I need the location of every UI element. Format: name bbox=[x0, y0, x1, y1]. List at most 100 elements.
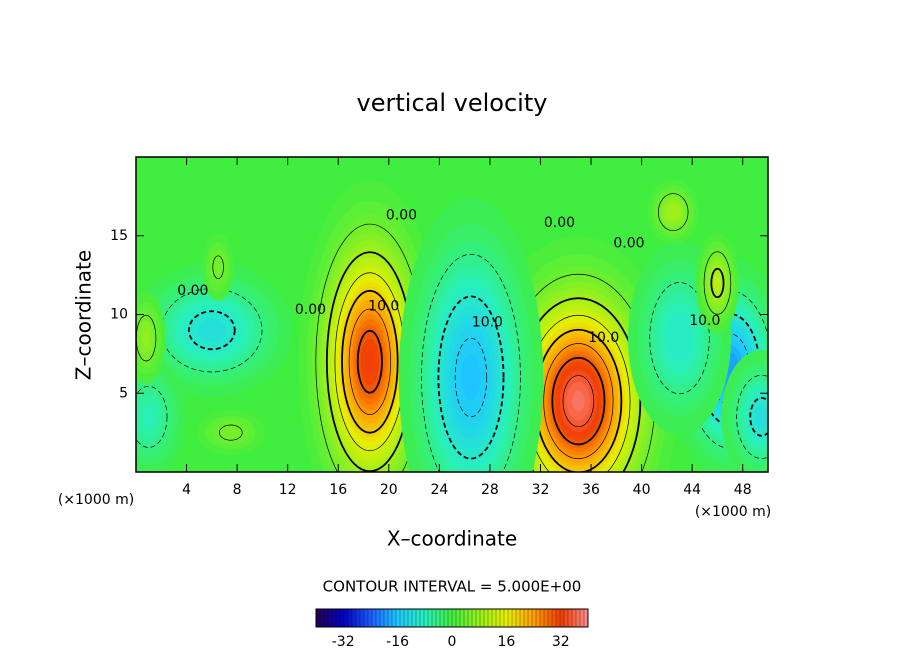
y-unit: (×1000 m) bbox=[58, 492, 134, 508]
colorbar-swatch bbox=[396, 609, 401, 627]
colorbar-swatch bbox=[344, 609, 349, 627]
colorbar-swatch bbox=[532, 609, 537, 627]
colorbar-swatch bbox=[412, 609, 417, 627]
contour-label: 10.0 bbox=[368, 299, 399, 315]
colorbar-swatch bbox=[356, 609, 361, 627]
colorbar-swatch bbox=[472, 609, 477, 627]
colorbar-swatch bbox=[500, 609, 505, 627]
colorbar-swatch bbox=[556, 609, 561, 627]
colorbar-swatch bbox=[580, 609, 585, 627]
contour-level bbox=[141, 405, 156, 429]
contour-label: 10.0 bbox=[689, 313, 720, 329]
contour-level bbox=[754, 405, 768, 429]
y-axis-label: Z–coordinate bbox=[72, 250, 96, 380]
colorbar-tick-label: 32 bbox=[552, 634, 570, 650]
colorbar-swatch bbox=[320, 609, 325, 627]
colorbar-swatch bbox=[324, 609, 329, 627]
colorbar-swatch bbox=[368, 609, 373, 627]
colorbar-tick-label: 16 bbox=[497, 634, 515, 650]
colorbar-tick-label: -16 bbox=[386, 634, 409, 650]
contour-level bbox=[198, 318, 226, 342]
colorbar-swatch bbox=[388, 609, 393, 627]
contour-label: 0.00 bbox=[544, 215, 575, 231]
colorbar-tick-label: 0 bbox=[448, 634, 457, 650]
contour-label: 0.00 bbox=[295, 302, 326, 318]
colorbar-swatch bbox=[416, 609, 421, 627]
x-tick-label: 20 bbox=[380, 482, 398, 498]
colorbar-swatch bbox=[576, 609, 581, 627]
colorbar-swatch bbox=[448, 609, 453, 627]
colorbar-swatch bbox=[428, 609, 433, 627]
contour-level bbox=[142, 329, 150, 347]
colorbar-swatch bbox=[384, 609, 389, 627]
contour-level bbox=[212, 255, 224, 280]
colorbar-swatch bbox=[436, 609, 441, 627]
x-tick-label: 48 bbox=[734, 482, 752, 498]
contour-label: 10.0 bbox=[588, 330, 619, 346]
x-tick-label: 24 bbox=[430, 482, 448, 498]
colorbar-swatch bbox=[348, 609, 353, 627]
colorbar-swatch bbox=[352, 609, 357, 627]
contour-label: 10.0 bbox=[472, 314, 503, 330]
y-tick-label: 15 bbox=[110, 228, 128, 244]
colorbar-swatch bbox=[508, 609, 513, 627]
colorbar-swatch bbox=[440, 609, 445, 627]
x-tick-label: 28 bbox=[481, 482, 499, 498]
colorbar-swatch bbox=[420, 609, 425, 627]
contour-label: 0.00 bbox=[386, 207, 417, 223]
colorbar-swatch bbox=[476, 609, 481, 627]
colorbar-swatch bbox=[372, 609, 377, 627]
colorbar-swatch bbox=[328, 609, 333, 627]
x-tick-label: 36 bbox=[582, 482, 600, 498]
contour-label: 0.00 bbox=[177, 283, 208, 299]
colorbar-swatch bbox=[316, 609, 321, 627]
x-tick-label: 12 bbox=[279, 482, 297, 498]
x-axis-label: X–coordinate bbox=[387, 527, 517, 551]
colorbar-swatch bbox=[452, 609, 457, 627]
colorbar-tick-label: -32 bbox=[332, 634, 355, 650]
contour-level bbox=[219, 424, 243, 441]
contour-interval: CONTOUR INTERVAL = 5.000E+00 bbox=[323, 578, 582, 596]
colorbar-swatch bbox=[516, 609, 521, 627]
colorbar-swatch bbox=[432, 609, 437, 627]
colorbar-swatch bbox=[408, 609, 413, 627]
colorbar-swatch bbox=[400, 609, 405, 627]
colorbar-swatch bbox=[460, 609, 465, 627]
colorbar-swatch bbox=[572, 609, 577, 627]
colorbar-swatch bbox=[424, 609, 429, 627]
colorbar-swatch bbox=[340, 609, 345, 627]
colorbar-swatch bbox=[496, 609, 501, 627]
colorbar-swatch bbox=[360, 609, 365, 627]
colorbar-swatch bbox=[488, 609, 493, 627]
colorbar-swatch bbox=[404, 609, 409, 627]
colorbar-swatch bbox=[536, 609, 541, 627]
colorbar-swatch bbox=[512, 609, 517, 627]
colorbar-swatch bbox=[520, 609, 525, 627]
contour-level bbox=[713, 274, 722, 292]
contour-level bbox=[666, 203, 680, 221]
contour-level bbox=[364, 349, 375, 375]
colorbar-swatch bbox=[552, 609, 557, 627]
colorbar-frame bbox=[315, 608, 589, 628]
x-tick-label: 40 bbox=[633, 482, 651, 498]
contour-level bbox=[666, 313, 693, 363]
contour-field: 0.00 0.00 0.00 10.0 10.0 0.00 10.0 0.00 10.0 bbox=[136, 157, 768, 472]
colorbar-swatch bbox=[528, 609, 533, 627]
colorbar-swatch bbox=[332, 609, 337, 627]
x-tick-label: 32 bbox=[532, 482, 550, 498]
contour-label: 0.00 bbox=[613, 236, 644, 252]
colorbar-swatch bbox=[380, 609, 385, 627]
colorbar-swatch bbox=[468, 609, 473, 627]
x-tick-label: 16 bbox=[329, 482, 347, 498]
colorbar-swatch bbox=[444, 609, 449, 627]
y-tick-label: 10 bbox=[110, 307, 128, 323]
colorbar-swatch bbox=[456, 609, 461, 627]
colorbar-swatch bbox=[504, 609, 509, 627]
colorbar-swatch bbox=[376, 609, 381, 627]
x-unit: (×1000 m) bbox=[695, 504, 771, 520]
colorbar-swatch bbox=[544, 609, 549, 627]
colorbar-swatch bbox=[484, 609, 489, 627]
colorbar-swatch bbox=[524, 609, 529, 627]
